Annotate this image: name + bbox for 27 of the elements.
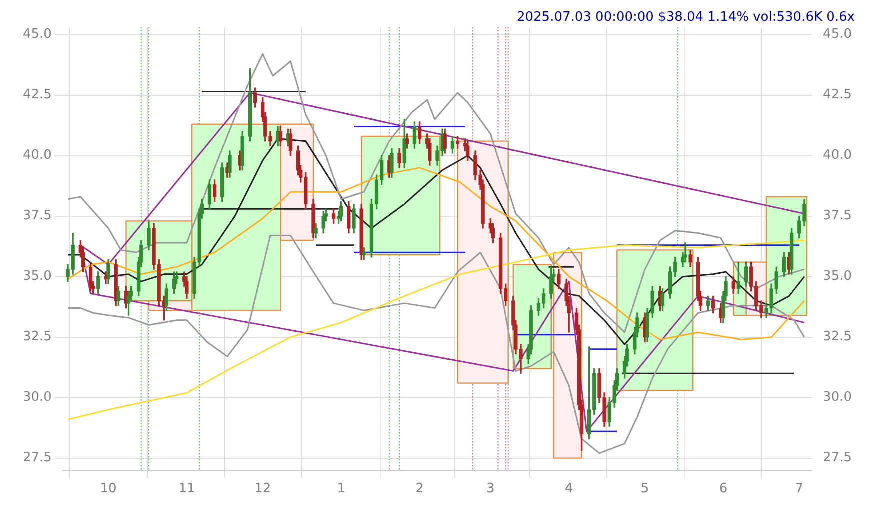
y-tick-label: 40.0 bbox=[22, 148, 52, 164]
y-tick-label: 35.0 bbox=[22, 269, 52, 284]
y-tick-label: 27.5 bbox=[22, 450, 52, 466]
x-tick-label: 2 bbox=[416, 482, 424, 497]
y-tick-label: 32.5 bbox=[22, 330, 52, 345]
y-tick-label: 30.0 bbox=[22, 390, 52, 406]
y2-tick-label: 30.0 bbox=[823, 390, 852, 406]
x-tick-label: 5 bbox=[640, 482, 650, 497]
y2-tick-label: 27.5 bbox=[823, 450, 852, 466]
x-tick-label: 3 bbox=[486, 482, 495, 497]
chart-title: 2025.07.03 00:00:00 $38.04 1.14% vol:530.6K 0.6x bbox=[516, 10, 856, 26]
y2-tick-label: 32.5 bbox=[823, 330, 852, 345]
y2-tick-label: 45.0 bbox=[823, 27, 852, 42]
y2-tick-label: 42.5 bbox=[823, 88, 852, 103]
y2-tick-label: 40.0 bbox=[823, 148, 852, 164]
x-tick-label: 11 bbox=[178, 482, 196, 497]
y2-tick-label: 35.0 bbox=[823, 269, 852, 284]
y2-tick-label: 37.5 bbox=[823, 208, 852, 224]
y-tick-label: 45.0 bbox=[22, 27, 52, 42]
x-tick-label: 1 bbox=[337, 482, 346, 497]
y-tick-label: 37.5 bbox=[22, 208, 52, 224]
x-tick-label: 12 bbox=[254, 482, 272, 497]
x-tick-label: 6 bbox=[719, 482, 728, 497]
x-tick-label: 4 bbox=[564, 482, 574, 497]
x-tick-label: 7 bbox=[795, 482, 804, 497]
x-tick-label: 10 bbox=[100, 482, 117, 497]
y-tick-label: 42.5 bbox=[22, 88, 52, 103]
